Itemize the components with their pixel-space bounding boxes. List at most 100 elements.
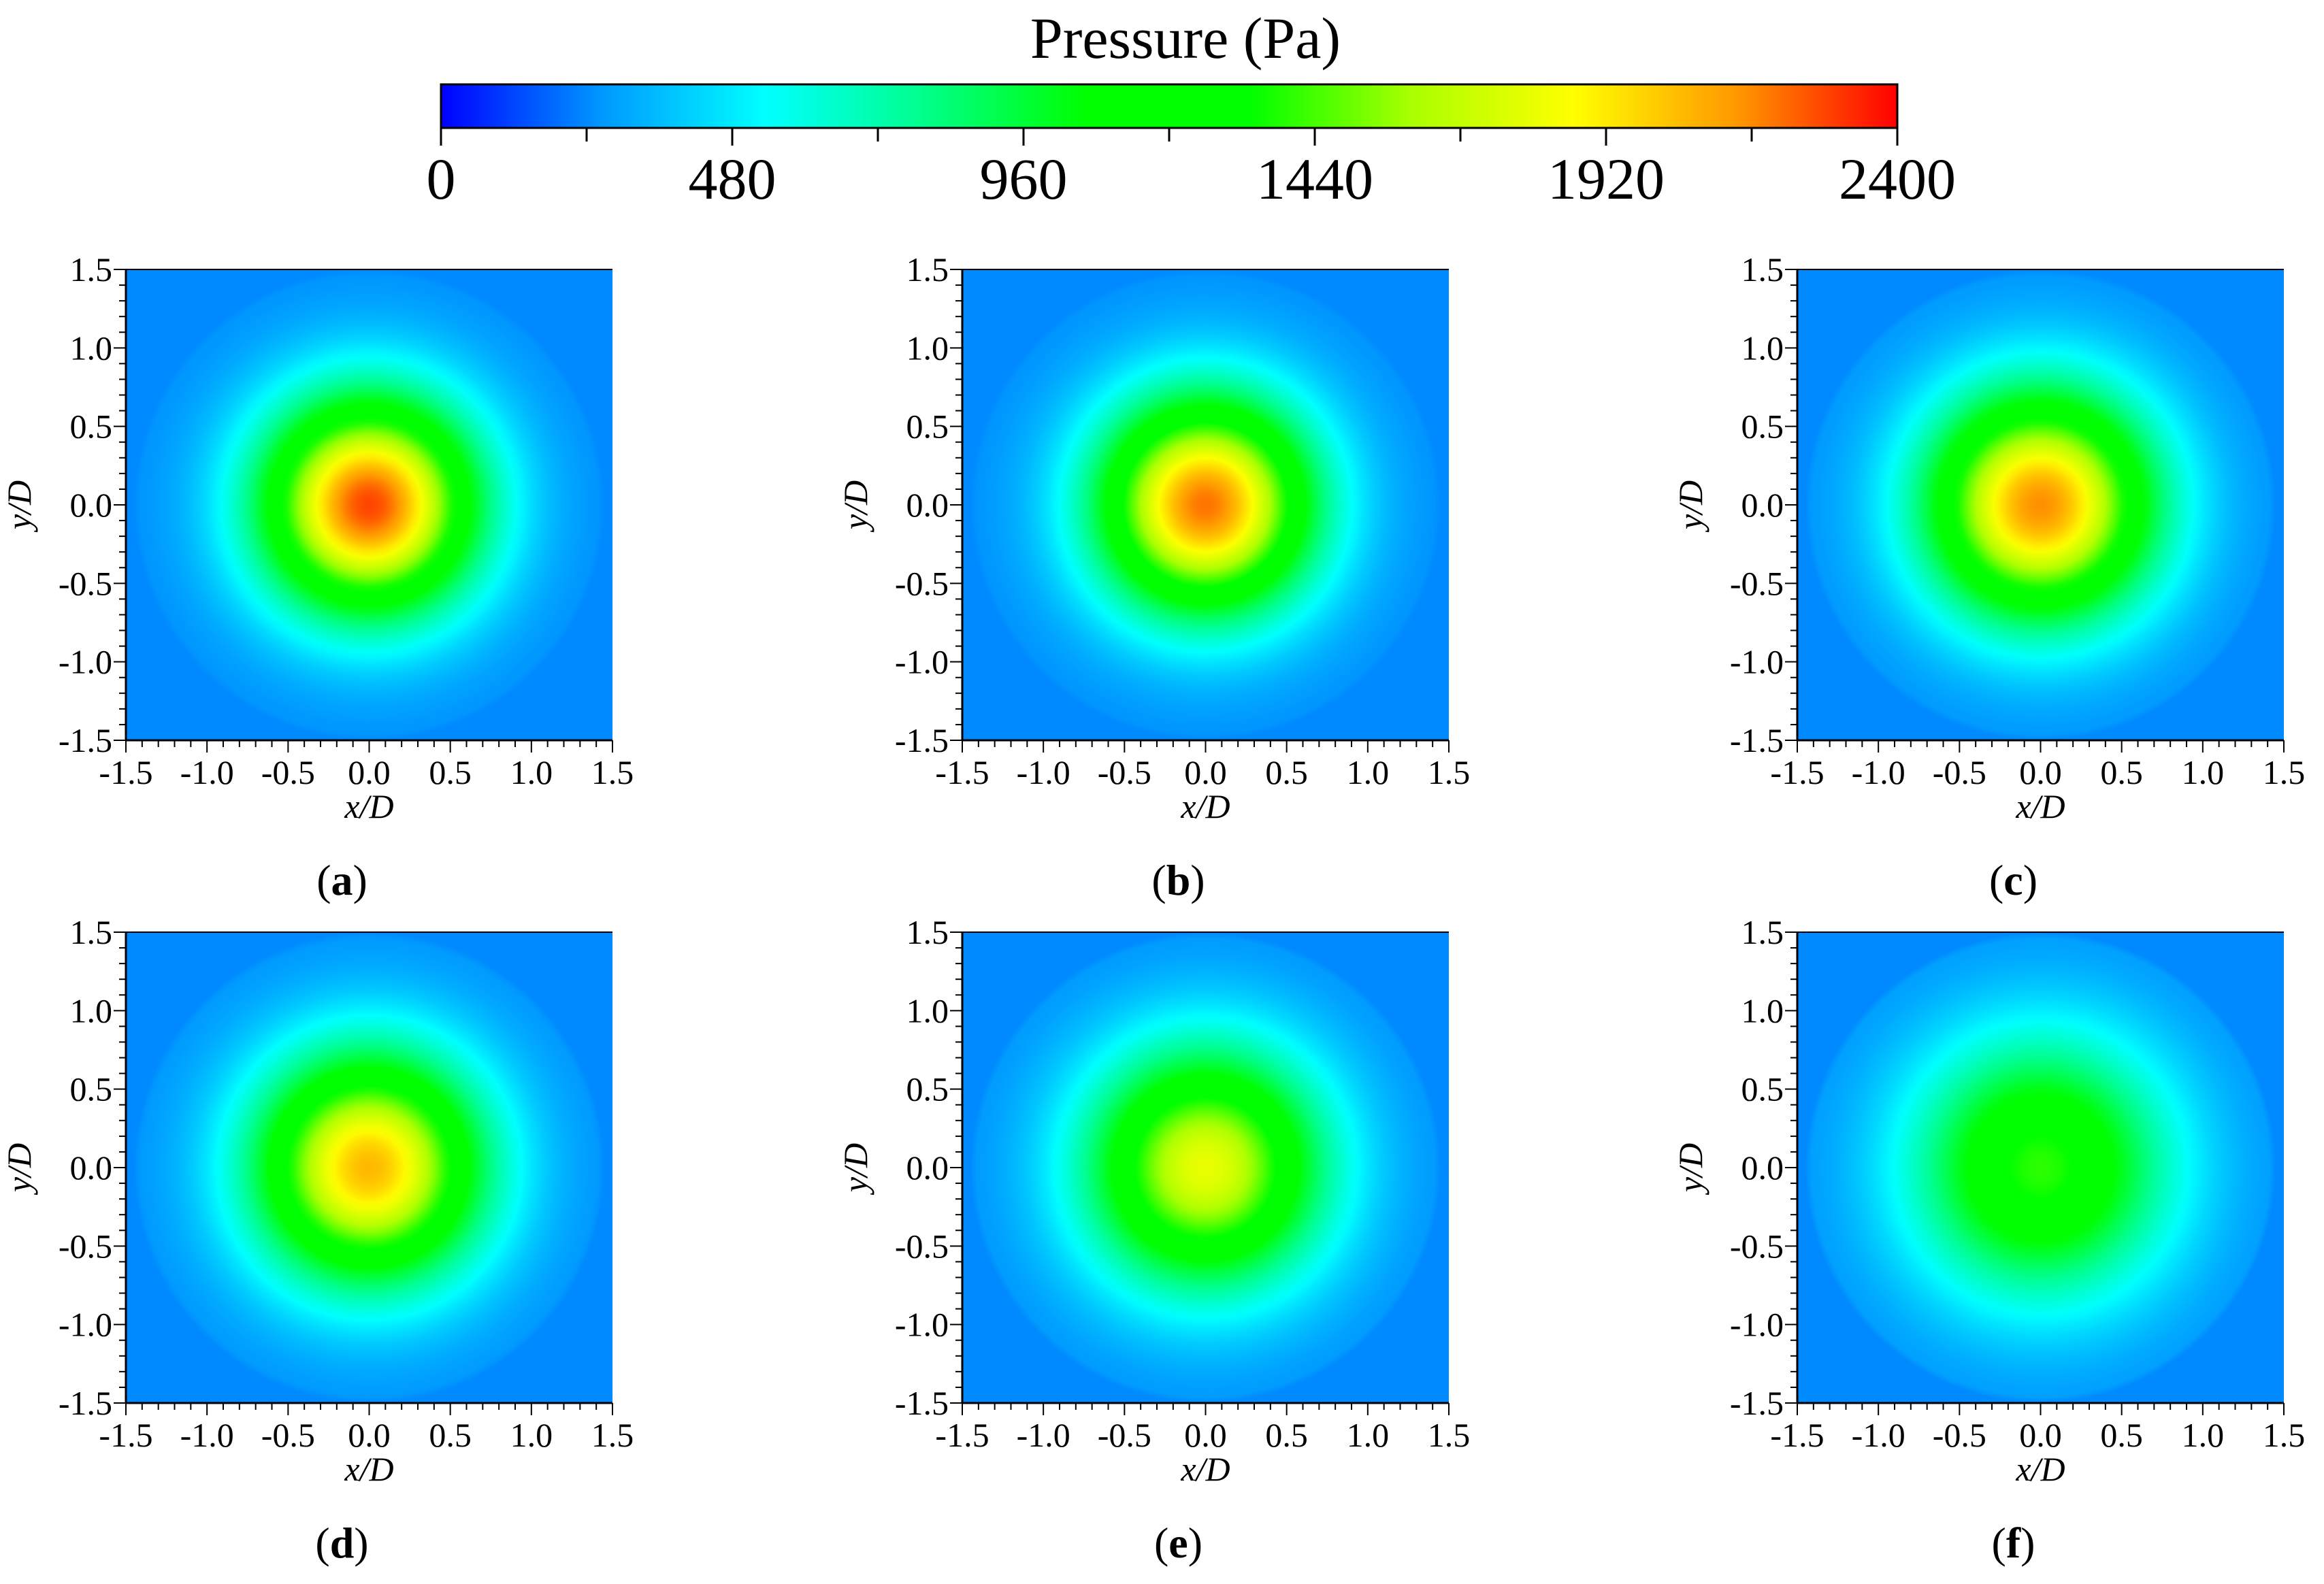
- y-axis-label: y/D: [836, 480, 874, 533]
- panel-caption: (a): [316, 856, 367, 904]
- x-axis-label: x/D: [1180, 1450, 1230, 1488]
- x-tick-label: -1.5: [99, 753, 152, 791]
- x-tick-label: -1.5: [1770, 753, 1824, 791]
- x-tick-label: -0.5: [1098, 753, 1151, 791]
- x-tick-label: 1.5: [2263, 1416, 2306, 1454]
- y-axis-label: y/D: [0, 480, 38, 533]
- y-tick-label: -1.0: [1730, 1306, 1784, 1344]
- x-tick-label: -1.5: [1770, 1416, 1824, 1454]
- x-tick-label: -1.0: [1852, 753, 1905, 791]
- x-tick-label: -1.5: [935, 753, 989, 791]
- y-tick-label: 1.5: [70, 913, 113, 951]
- x-tick-label: -0.5: [1933, 753, 1986, 791]
- x-tick-label: 0.0: [2019, 753, 2062, 791]
- y-tick-label: 1.0: [1741, 329, 1784, 367]
- panel-b: -1.5 -1.0 -0.5 0.0 0.5 1.0 1.5 -1.5 -1.0 -0.5 0.0 0…: [836, 250, 1470, 904]
- x-tick-label: 1.0: [2182, 753, 2225, 791]
- x-tick-label: 1.0: [510, 753, 553, 791]
- x-tick-label: 0.0: [1184, 753, 1227, 791]
- x-axis-label: x/D: [2015, 1450, 2065, 1488]
- x-tick-label: -1.0: [180, 753, 234, 791]
- y-axis-label: y/D: [1671, 1143, 1709, 1195]
- x-tick-label: 1.5: [1428, 1416, 1471, 1454]
- panel-f: -1.5 -1.0 -0.5 0.0 0.5 1.0 1.5 -1.5 -1.0 -0.5 0.0 0…: [1671, 913, 2305, 1567]
- x-tick-label: -0.5: [1098, 1416, 1151, 1454]
- y-tick-label: -1.0: [895, 643, 949, 681]
- y-tick-label: 0.5: [1741, 408, 1784, 446]
- y-tick-label: -1.5: [1730, 721, 1784, 759]
- y-tick-label: 1.0: [906, 329, 949, 367]
- colorbar-tick-label: 2400: [1839, 146, 1956, 212]
- y-tick-label: -1.5: [1730, 1384, 1784, 1422]
- y-tick-label: 0.0: [906, 486, 949, 524]
- x-axis-label: x/D: [2015, 787, 2065, 825]
- heatmap-field: [1797, 932, 2284, 1403]
- x-tick-label: 1.5: [1428, 753, 1471, 791]
- panel-caption: (b): [1151, 856, 1205, 904]
- x-tick-label: 1.0: [510, 1416, 553, 1454]
- heatmap-field: [126, 932, 612, 1403]
- panel-caption: (e): [1154, 1519, 1202, 1567]
- x-tick-label: 0.0: [2019, 1416, 2062, 1454]
- y-tick-label: 1.5: [906, 913, 949, 951]
- panel-d: -1.5 -1.0 -0.5 0.0 0.5 1.0 1.5 -1.5 -1.0 -0.5 0.0 0…: [0, 913, 634, 1567]
- y-tick-label: 0.0: [1741, 486, 1784, 524]
- x-tick-label: 1.5: [2263, 753, 2306, 791]
- y-tick-label: 0.5: [1741, 1070, 1784, 1108]
- panel-c: -1.5 -1.0 -0.5 0.0 0.5 1.0 1.5 -1.5 -1.0 -0.5 0.0 0…: [1671, 250, 2305, 904]
- x-tick-label: -1.0: [180, 1416, 234, 1454]
- x-tick-label: -1.0: [1017, 753, 1070, 791]
- colorbar-tick-label: 0: [427, 146, 456, 212]
- x-tick-label: 1.0: [1347, 1416, 1390, 1454]
- x-tick-label: -0.5: [261, 1416, 315, 1454]
- heatmap-field: [126, 269, 612, 740]
- y-tick-label: 1.0: [906, 991, 949, 1029]
- y-tick-label: 0.0: [1741, 1149, 1784, 1187]
- y-tick-label: -1.5: [59, 1384, 112, 1422]
- colorbar-gradient: [440, 83, 1899, 129]
- colorbar-tick-label: 1920: [1548, 146, 1665, 212]
- y-tick-label: -1.0: [1730, 643, 1784, 681]
- x-tick-label: 0.5: [2100, 1416, 2143, 1454]
- y-tick-label: 0.0: [906, 1149, 949, 1187]
- x-tick-label: -0.5: [1933, 1416, 1986, 1454]
- y-tick-label: 1.0: [1741, 991, 1784, 1029]
- y-tick-label: 0.0: [70, 486, 113, 524]
- x-axis-label: x/D: [344, 787, 393, 825]
- x-tick-label: 1.5: [591, 1416, 634, 1454]
- y-axis-label: y/D: [0, 1143, 38, 1195]
- panel-e: -1.5 -1.0 -0.5 0.0 0.5 1.0 1.5 -1.5 -1.0 -0.5 0.0 0…: [836, 913, 1470, 1567]
- x-tick-label: -1.5: [935, 1416, 989, 1454]
- y-tick-label: -1.0: [59, 1306, 112, 1344]
- y-tick-label: 1.5: [906, 250, 949, 288]
- heatmap-field: [1797, 269, 2284, 740]
- x-tick-label: -1.0: [1017, 1416, 1070, 1454]
- x-tick-label: 0.0: [348, 1416, 391, 1454]
- y-tick-label: -0.5: [59, 1227, 112, 1265]
- x-tick-label: -0.5: [261, 753, 315, 791]
- y-tick-label: 0.5: [70, 408, 113, 446]
- y-tick-label: 1.5: [1741, 250, 1784, 288]
- x-axis-label: x/D: [1180, 787, 1230, 825]
- y-tick-label: -0.5: [895, 564, 949, 602]
- x-tick-label: 0.5: [429, 1416, 472, 1454]
- colorbar: Pressure (Pa) 0 480 960 1440 1920 2400: [427, 5, 1957, 212]
- y-tick-label: 0.0: [70, 1149, 113, 1187]
- y-tick-label: -0.5: [895, 1227, 949, 1265]
- y-tick-label: -0.5: [1730, 1227, 1784, 1265]
- y-tick-label: -1.5: [59, 721, 112, 759]
- y-tick-label: -1.5: [895, 1384, 949, 1422]
- x-tick-label: 0.5: [1265, 1416, 1308, 1454]
- x-tick-label: 0.5: [2100, 753, 2143, 791]
- x-tick-label: 0.0: [1184, 1416, 1227, 1454]
- heatmap-field: [962, 932, 1449, 1403]
- colorbar-tick-label: 960: [980, 146, 1068, 212]
- y-tick-label: 1.0: [70, 991, 113, 1029]
- x-tick-label: 0.5: [1265, 753, 1308, 791]
- panel-caption: (d): [315, 1519, 368, 1567]
- x-tick-label: -1.5: [99, 1416, 152, 1454]
- y-tick-label: 0.5: [70, 1070, 113, 1108]
- y-tick-label: 1.5: [1741, 913, 1784, 951]
- y-axis-label: y/D: [836, 1143, 874, 1195]
